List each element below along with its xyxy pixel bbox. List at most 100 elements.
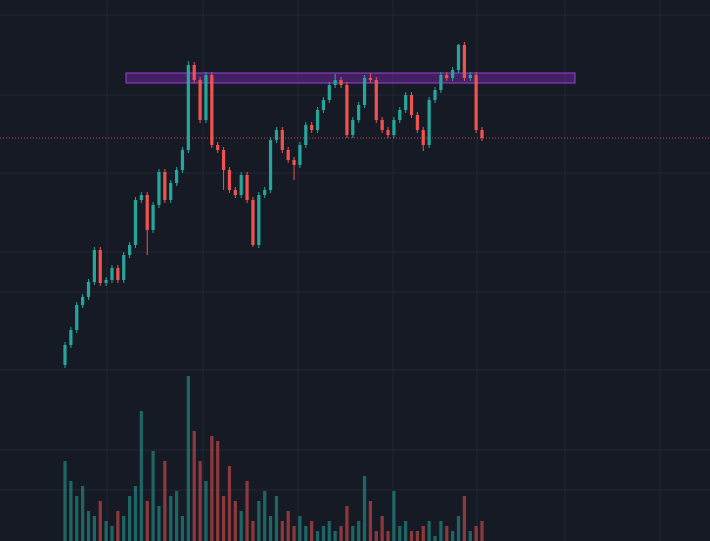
volume-bar [380,516,384,541]
candle-body [333,80,337,85]
volume-bar [351,526,355,541]
candle-body [245,175,249,200]
candle-body [233,190,237,195]
candle-body [445,75,449,78]
candle-body [427,100,431,145]
volume-bar [468,531,472,541]
candle-body [392,120,396,135]
volume-bar [192,431,196,541]
candle-body [480,130,484,138]
volume-bar [139,411,143,541]
candle-body [386,130,390,135]
volume-bar [110,526,114,541]
volume-bar [157,506,161,541]
volume-bar [122,516,126,541]
candle-body [327,85,331,100]
candle-body [404,95,408,110]
volume-bar [404,521,408,541]
volume-bar [298,516,302,541]
candle-body [351,120,355,135]
volume-bar [286,511,290,541]
volume-bar [421,526,425,541]
candle-body [439,75,443,90]
volume-bar [75,496,79,541]
volume-bar [145,501,149,541]
candle-body [163,172,167,200]
volume-bar [251,521,255,541]
volume-bar [480,521,484,541]
volume-bar [357,521,361,541]
candle-body [280,130,284,150]
candle-body [286,150,290,160]
volume-bar [439,521,443,541]
volume-bar [280,521,284,541]
candle-body [374,80,378,120]
candle-body [257,195,261,245]
volume-bar [239,511,243,541]
volume-bar [415,531,420,541]
candle-body [116,268,120,280]
candle-body [304,125,308,145]
candle-body [251,200,255,245]
volume-bar [233,501,237,541]
volume-bar [433,536,437,541]
candle-body [468,75,472,78]
candle-body [186,65,190,150]
volume-bar [321,526,326,541]
candle-body [357,105,361,120]
candle-body [204,75,208,120]
candle-body [180,150,185,170]
candle-body [133,200,138,245]
volume-bar [133,486,138,541]
volume-bar [198,461,202,541]
volume-bar [86,511,91,541]
volume-bar [263,491,267,541]
candle-body [274,130,279,140]
candle-body [221,150,226,170]
candle-body [75,305,79,330]
candle-body [310,125,314,130]
volume-bar [386,531,390,541]
candle-body [433,90,437,100]
volume-bar [274,496,279,541]
volume-bar [163,461,167,541]
candle-body [239,175,243,195]
volume-bar [310,521,314,541]
volume-bar [362,476,367,541]
volume-bar [104,521,108,541]
candle-body [227,170,232,190]
candle-body [104,280,108,283]
candle-body [263,190,267,195]
volume-bar [151,451,155,541]
candle-body [210,75,214,145]
candle-body [86,282,91,297]
candle-body [92,250,96,282]
volume-bar [374,531,378,541]
candle-body [380,120,384,130]
candle-body [122,255,126,280]
candle-body [398,110,402,120]
volume-bar [292,526,296,541]
candle-body [462,45,466,78]
volume-bar [462,496,466,541]
candle-body [268,140,273,190]
candle-body [321,100,326,110]
volume-bar [257,501,261,541]
volume-bar [333,531,337,541]
candle-body [362,78,367,105]
candle-body [192,65,196,80]
candle-body [169,183,173,200]
candle-body [339,80,343,85]
volume-bar [474,526,478,541]
candle-body [139,195,143,200]
volume-bar [427,521,431,541]
candle-body [198,80,202,120]
volume-bar [174,491,179,541]
candle-body [69,330,73,345]
volume-bar [304,526,308,541]
candle-body [474,75,478,130]
candle-body [292,160,296,165]
volume-bar [63,461,67,541]
volume-bar [327,521,331,541]
